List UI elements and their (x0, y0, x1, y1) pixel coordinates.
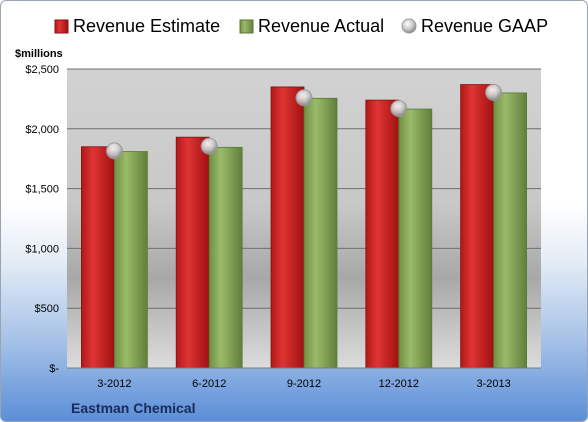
y-axis-ticks: $- $500 $1,000 $1,500 $2,000 $2,500 (25, 64, 59, 375)
marker-revenue-gaap (200, 137, 218, 155)
x-tick-label: 3-2013 (476, 378, 510, 390)
bar-revenue-estimate (365, 99, 400, 369)
legend: Revenue Estimate Revenue Actual Revenue … (54, 16, 548, 36)
x-tick-label: 12-2012 (379, 378, 419, 390)
company-name: Eastman Chemical (71, 400, 196, 416)
x-axis-ticks: 3-2012 6-2012 9-2012 12-2012 3-2013 (97, 378, 510, 390)
y-tick-label: $- (49, 363, 59, 375)
bar-revenue-actual (493, 92, 528, 369)
legend-swatch-estimate (54, 19, 69, 34)
legend-swatch-actual (239, 19, 254, 34)
bars (81, 84, 528, 369)
y-tick-label: $1,000 (25, 243, 59, 255)
y-tick-label: $2,000 (25, 124, 59, 136)
bar-revenue-actual (114, 151, 148, 369)
y-tick-label: $500 (35, 303, 59, 315)
x-tick-label: 6-2012 (192, 378, 226, 390)
legend-label-actual: Revenue Actual (258, 16, 384, 36)
marker-revenue-gaap (485, 83, 503, 101)
legend-marker-gaap (401, 18, 417, 34)
bar-revenue-actual (398, 108, 433, 369)
y-tick-label: $1,500 (25, 184, 59, 196)
marker-revenue-gaap (105, 142, 123, 160)
bar-revenue-actual (208, 146, 243, 369)
legend-label-gaap: Revenue GAAP (421, 16, 548, 36)
gaap-markers (105, 83, 503, 160)
x-tick-label: 3-2012 (97, 378, 131, 390)
bar-revenue-estimate (81, 146, 115, 369)
marker-revenue-gaap (390, 99, 408, 117)
bar-revenue-actual (303, 97, 338, 369)
bar-revenue-estimate (460, 84, 495, 369)
y-tick-label: $2,500 (25, 64, 59, 76)
legend-label-estimate: Revenue Estimate (73, 16, 220, 36)
x-tick-label: 9-2012 (287, 378, 321, 390)
y-axis-unit: $millions (15, 48, 63, 60)
marker-revenue-gaap (295, 89, 313, 107)
bar-revenue-estimate (270, 86, 305, 369)
bar-revenue-estimate (175, 136, 210, 369)
